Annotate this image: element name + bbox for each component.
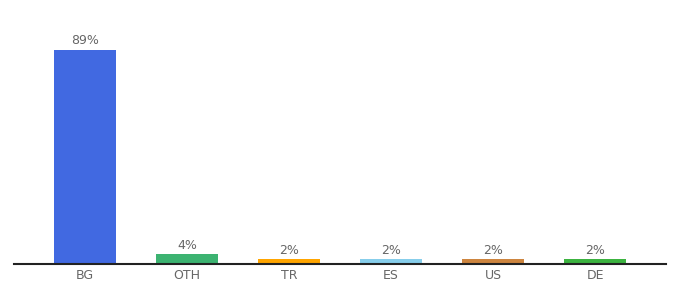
Text: 2%: 2% [381, 244, 401, 257]
Text: 4%: 4% [177, 239, 197, 253]
Bar [564, 259, 626, 264]
Text: 2%: 2% [279, 244, 299, 257]
Bar [156, 254, 218, 264]
Bar [360, 259, 422, 264]
Text: 2%: 2% [585, 244, 605, 257]
Text: 2%: 2% [483, 244, 503, 257]
Text: 89%: 89% [71, 34, 99, 47]
Bar [54, 50, 116, 264]
Bar [258, 259, 320, 264]
Bar [462, 259, 524, 264]
